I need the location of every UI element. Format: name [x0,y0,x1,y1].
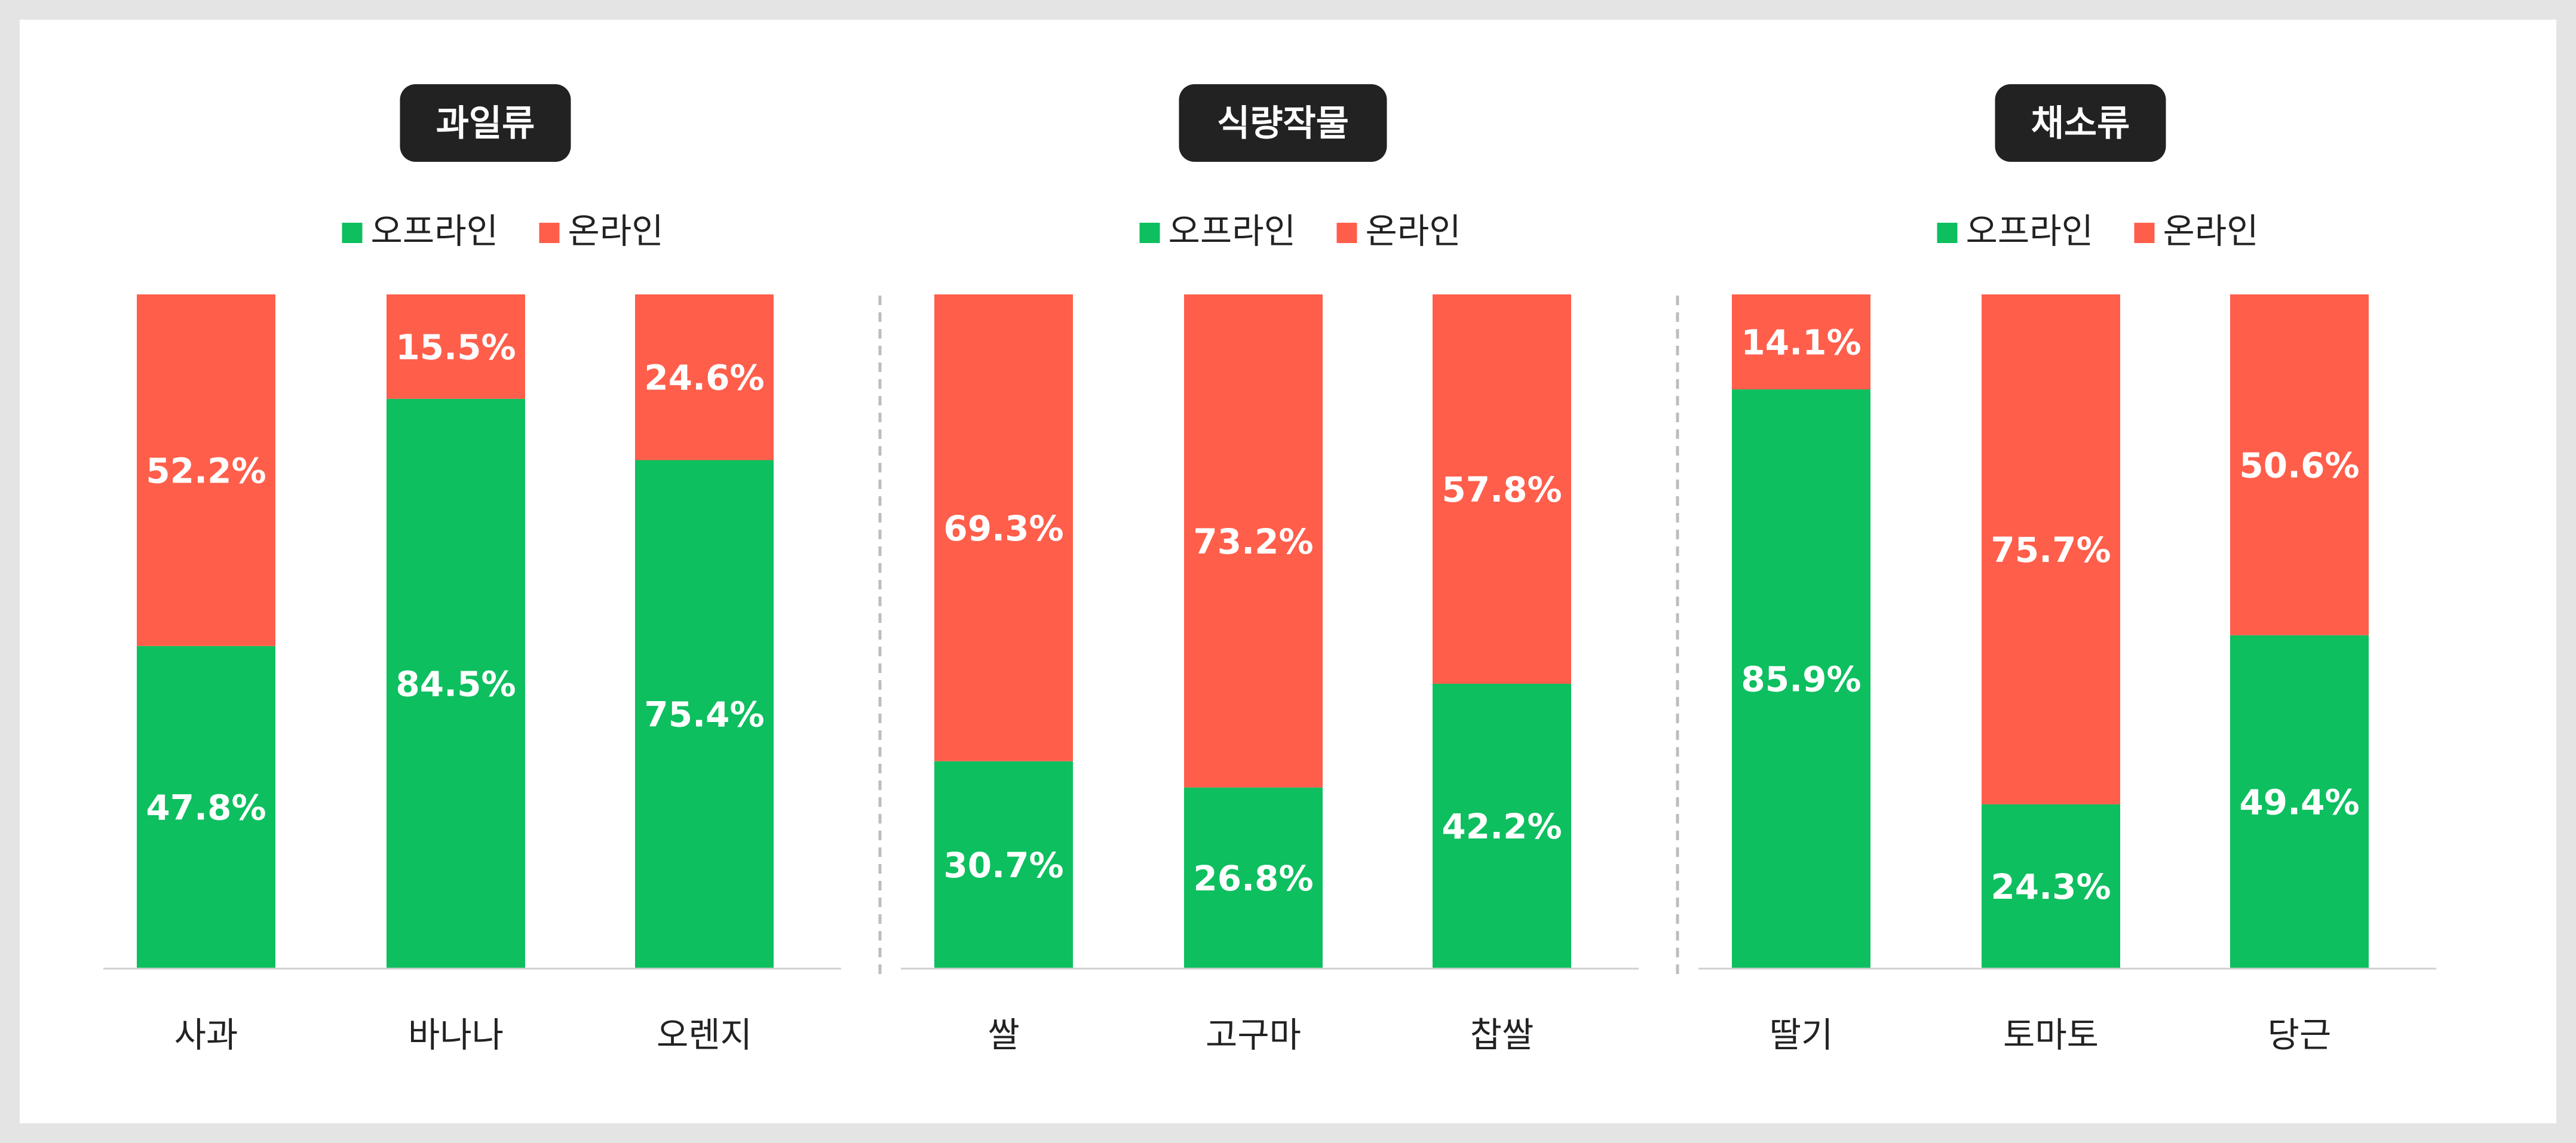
data-label: 42.2% [1442,806,1562,847]
category-label: 당근 [2268,1015,2332,1055]
legend-label-online: 온라인 [2163,211,2259,251]
legend-swatch-offline [1139,223,1160,243]
bar-segment-online [1982,294,2120,804]
bar-segment-offline [1732,389,1870,968]
legend: 오프라인 온라인 [1937,211,2259,251]
category-label: 찹쌀 [1470,1015,1534,1055]
panel-title: 과일류 [400,84,571,162]
bar-segment-offline [635,460,774,968]
legend: 오프라인 온라인 [342,211,664,251]
title-pill [1995,84,2166,162]
panel-title: 식량작물 [1179,84,1387,162]
title-text: 과일류 [436,103,535,145]
bar-segment-offline [1433,683,1571,968]
data-label: 50.6% [2239,445,2359,486]
legend-label-offline: 오프라인 [1169,211,1296,251]
data-label: 52.2% [146,450,266,491]
legend-swatch-online [539,223,560,243]
legend-label-online: 온라인 [568,211,664,251]
bar-segment-online [137,294,275,646]
title-text: 식량작물 [1217,103,1349,145]
category-label: 쌀 [988,1015,1019,1055]
legend-swatch-online [2134,223,2155,243]
legend: 오프라인 온라인 [1139,211,1461,251]
category-label: 바나나 [408,1015,504,1055]
category-label: 딸기 [1770,1015,1833,1055]
data-label: 84.5% [395,663,516,704]
data-label: 24.3% [1991,867,2111,907]
data-label: 14.1% [1741,322,1861,363]
bar-segment-offline [934,761,1073,968]
legend-label-offline: 오프라인 [371,211,498,251]
data-label: 30.7% [943,845,1063,886]
bar-segment-online [387,294,525,399]
data-label: 57.8% [1442,469,1562,510]
legend-swatch-offline [1937,223,1958,243]
legend-swatch-online [1336,223,1357,243]
bar-segment-offline [1184,787,1323,968]
bar-segment-online [1732,294,1870,390]
bar-segment-online [1184,294,1323,788]
category-label: 사과 [174,1015,238,1055]
bar-segment-online [2230,294,2369,635]
legend-swatch-offline [342,223,363,243]
bar-segment-offline [2230,635,2369,968]
data-label: 15.5% [395,327,516,367]
data-label: 75.7% [1991,530,2111,570]
category-label: 고구마 [1206,1015,1301,1055]
legend-label-online: 온라인 [1366,211,1461,251]
data-label: 49.4% [2239,782,2359,822]
data-label: 85.9% [1741,659,1861,700]
bar-segment-online [635,294,774,460]
title-text: 채소류 [2031,103,2130,145]
data-label: 47.8% [146,787,266,828]
bar-segment-offline [1982,804,2120,968]
data-label: 26.8% [1193,858,1313,899]
data-label: 24.6% [644,358,764,398]
data-label: 75.4% [644,695,764,735]
panel-title: 채소류 [1995,84,2166,162]
title-pill [400,84,571,162]
category-label: 토마토 [2003,1015,2099,1055]
bar-segment-online [1433,294,1571,684]
legend-label-offline: 오프라인 [1966,211,2093,251]
bar-segment-online [934,294,1073,761]
title-pill [1179,84,1387,162]
category-label: 오렌지 [657,1015,752,1055]
bar-segment-offline [137,646,275,968]
data-label: 69.3% [943,508,1063,549]
data-label: 73.2% [1193,521,1313,562]
bar-segment-offline [387,398,525,968]
